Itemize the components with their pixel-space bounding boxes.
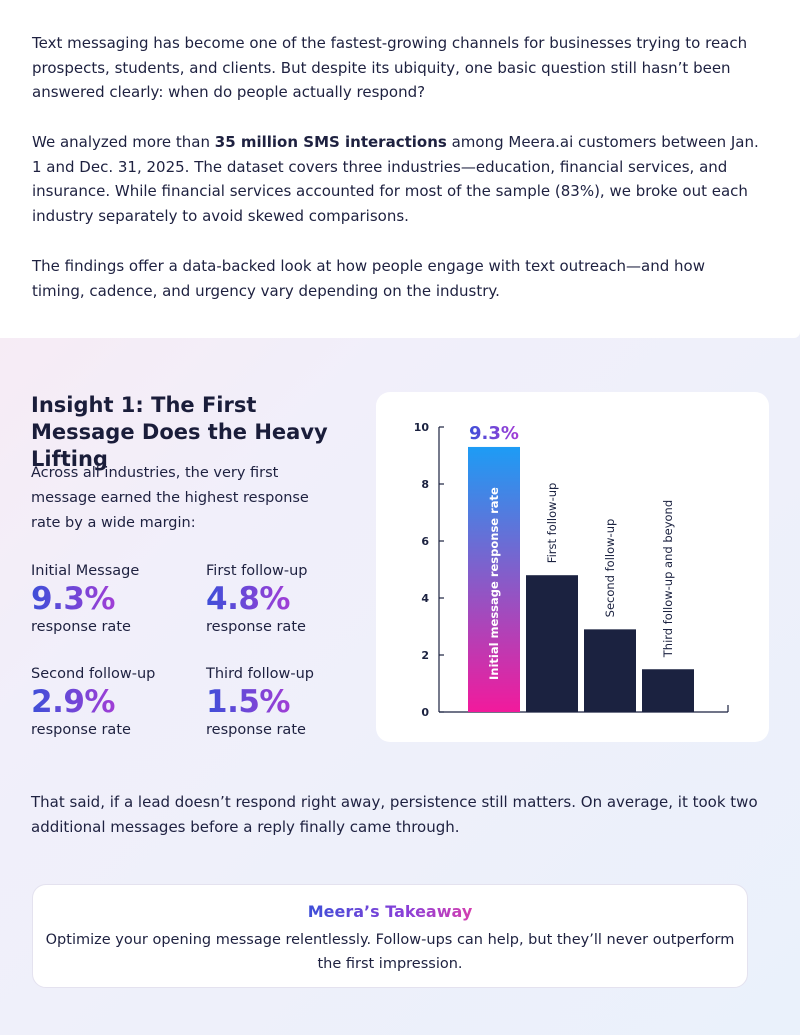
stat-value: 2.9% xyxy=(31,683,191,721)
y-tick-label: 0 xyxy=(421,706,429,719)
intro-section: Text messaging has become one of the fas… xyxy=(0,0,800,338)
stat-label: First follow-up xyxy=(206,563,308,579)
y-tick-label: 6 xyxy=(421,535,429,548)
stat-sublabel: response rate xyxy=(31,722,131,738)
stat-label: Second follow-up xyxy=(31,666,156,682)
bar-3 xyxy=(584,629,636,712)
stat-label: Third follow-up xyxy=(206,666,314,682)
stat-value: 4.8% xyxy=(206,580,366,618)
intro-paragraph-2: We analyzed more than 35 million SMS int… xyxy=(32,130,762,228)
intro-paragraph-1: Text messaging has become one of the fas… xyxy=(32,34,748,101)
takeaway-title: Meera’s Takeaway xyxy=(307,902,473,921)
category-label: First follow-up xyxy=(545,483,559,564)
persistence-paragraph: That said, if a lead doesn’t respond rig… xyxy=(31,793,758,836)
takeaway-body: Optimize your opening message relentless… xyxy=(45,932,735,972)
y-tick-label: 2 xyxy=(421,649,429,662)
stat-second-follow-up: Second follow-up 2.9% response rate xyxy=(31,665,191,739)
y-tick-label: 4 xyxy=(421,592,429,605)
insight-description: Across all industries, the very first me… xyxy=(31,465,309,531)
stat-sublabel: response rate xyxy=(31,619,131,635)
intro-p2-text-rest: among Meera.ai customers between Jan. 1 … xyxy=(32,133,759,225)
response-rate-chart-card: 0 2 4 6 8 10 Initial message response rate 9.3%… xyxy=(376,392,769,742)
stat-value: 9.3% xyxy=(31,580,191,618)
bar-1 xyxy=(468,446,520,712)
bar-4 xyxy=(642,669,694,712)
data-label: 9.3% xyxy=(469,423,519,444)
stat-third-follow-up: Third follow-up 1.5% response rate xyxy=(206,665,366,739)
insight-title: Insight 1: The First Message Does the He… xyxy=(31,393,328,471)
stat-value: 1.5% xyxy=(206,683,366,721)
stat-first-follow-up: First follow-up 4.8% response rate xyxy=(206,562,366,636)
stat-sublabel: response rate xyxy=(206,619,306,635)
bar-2 xyxy=(526,575,578,712)
stat-initial-message: Initial Message 9.3% response rate xyxy=(31,562,191,636)
intro-paragraph-3: The findings offer a data-backed look at… xyxy=(32,257,705,300)
y-tick-label: 8 xyxy=(421,478,429,491)
stat-label: Initial Message xyxy=(31,563,140,579)
takeaway-card: Meera’s Takeaway Optimize your opening m… xyxy=(32,884,748,988)
category-label: Second follow-up xyxy=(603,519,617,618)
y-tick-label: 10 xyxy=(414,421,430,434)
category-label: Third follow-up and beyond xyxy=(661,500,675,658)
intro-p2-highlight: 35 million SMS interactions xyxy=(214,133,447,151)
category-label: Initial message response rate xyxy=(487,487,501,680)
stat-sublabel: response rate xyxy=(206,722,306,738)
intro-p2-text: We analyzed more than xyxy=(32,133,215,151)
response-rate-chart: 0 2 4 6 8 10 Initial message response rate 9.3%… xyxy=(414,421,729,719)
